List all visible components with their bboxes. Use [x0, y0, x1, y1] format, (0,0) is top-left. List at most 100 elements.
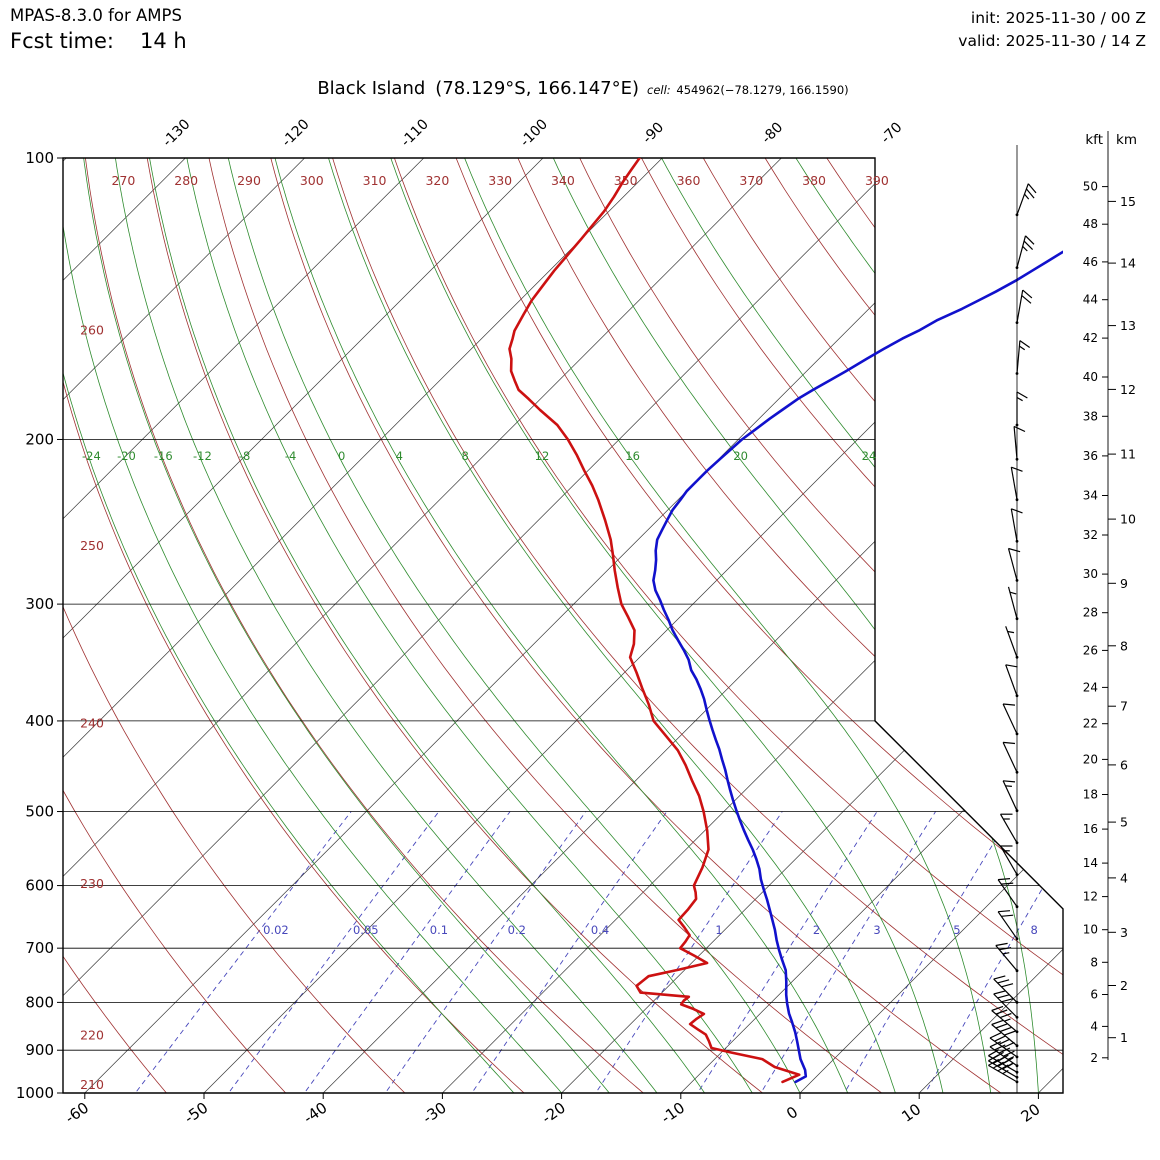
wind-barb-station-dot [1015, 969, 1019, 973]
mixing-ratio-label: 0.1 [430, 923, 448, 937]
temperature-tick-label: -50 [181, 1099, 211, 1128]
wind-barb-half-feather [1009, 591, 1017, 595]
moist-adiabat-labels: -24 -20 -16 -12 -8 -4 0 4 8 12 16 20 24 [82, 449, 876, 463]
wind-barb-staff [993, 993, 1018, 1018]
wind-barb-station-dot [1015, 266, 1019, 269]
wind-barb-staff [988, 1064, 1018, 1083]
dry-adiabat-line [888, 158, 1063, 1093]
wind-barb-feather [995, 942, 1008, 947]
dry-adiabat-label: 360 [677, 173, 701, 188]
pressure-tick-label: 700 [25, 939, 54, 957]
temperature-tick-label: 10 [898, 1100, 924, 1126]
kft-tick-label: 40 [1083, 370, 1098, 384]
forecast-time-value: 14 h [140, 29, 187, 53]
wind-barb-feather [1005, 664, 1018, 668]
wind-barb-staff [1010, 467, 1018, 500]
wind-barb-feather [1011, 466, 1023, 472]
kft-tick-label: 28 [1083, 606, 1098, 620]
wind-barb-station-dot [1015, 579, 1019, 582]
pressure-tick-label: 400 [25, 712, 54, 730]
km-tick-label: 3 [1120, 925, 1128, 940]
wind-barb-feather [1002, 1062, 1014, 1070]
wind-barb-feather [1022, 289, 1033, 299]
dry-adiabat-line [146, 158, 789, 1093]
wind-barb-staff [999, 813, 1018, 844]
mixing-ratio-line [289, 811, 511, 1093]
kft-tick-label: 6 [1090, 988, 1098, 1002]
dry-adiabat-line [764, 158, 1063, 1093]
isotherm-line [84, 158, 1021, 1093]
dry-adiabat-label: 310 [363, 173, 387, 188]
altitude-ruler: kft km24681012141618202224262830323436384… [1083, 131, 1137, 1065]
kft-tick-label: 48 [1083, 217, 1098, 231]
wind-barb-staff [1010, 508, 1018, 542]
dry-adiabat-line [517, 158, 1063, 1093]
init-time: init: 2025-11-30 / 00 Z [970, 9, 1146, 27]
wind-barb-station-dot [1015, 213, 1019, 217]
wind-barb-feather [1004, 1030, 1016, 1036]
km-tick-label: 6 [1120, 757, 1128, 772]
temperature-tick-label: -60 [62, 1099, 92, 1128]
moist-adiabat-line [149, 158, 719, 1093]
km-tick-label: 14 [1120, 256, 1136, 271]
mixing-ratio-line [458, 811, 668, 1093]
kft-tick-label: 16 [1083, 822, 1098, 836]
wind-barb-staff [989, 1046, 1018, 1067]
wind-barb-feather [999, 1012, 1012, 1019]
moist-adiabat-line [328, 158, 902, 1093]
km-tick-label: 8 [1120, 638, 1128, 653]
moist-adiabat-line [552, 158, 1040, 1093]
wind-barb-feather [1016, 391, 1028, 399]
wind-barb-feather [995, 1023, 1008, 1029]
mixing-ratio-line [371, 811, 587, 1093]
isotherm-line [561, 158, 1063, 1093]
kft-tick-label: 42 [1083, 331, 1098, 345]
km-tick-label: 7 [1120, 699, 1128, 714]
wind-barb-staff [1002, 742, 1018, 773]
isotherm-line [918, 158, 1063, 1093]
model-name: MPAS-8.3.0 for AMPS [10, 6, 182, 25]
station-name: Black Island [317, 78, 426, 99]
dry-adiabat-label: 330 [488, 173, 512, 188]
wind-barb-feather [991, 1019, 1004, 1026]
isotherm-line [63, 158, 544, 1093]
pressure-gridlines [63, 158, 1063, 1093]
mixing-ratio-line [832, 811, 1014, 1093]
kft-tick-label: 26 [1083, 643, 1098, 657]
header-right: init: 2025-11-30 / 00 Z valid: 2025-11-3… [958, 7, 1146, 54]
moist-adiabat-line [63, 158, 580, 1093]
wind-barb-feather [1025, 235, 1035, 245]
sounding-profiles [508, 158, 1063, 1084]
mixing-ratio-label: 2 [813, 923, 820, 937]
kft-tick-label: 14 [1083, 856, 1098, 870]
kft-tick-label: 2 [1090, 1051, 1098, 1065]
wind-barb-feather [1027, 183, 1037, 194]
mixing-ratio-lines [120, 811, 1063, 1093]
wind-barb-half-feather [1019, 345, 1026, 351]
dry-adiabat-label: 380 [802, 173, 826, 188]
wind-barb-feather [1003, 741, 1016, 745]
isotherm-line [63, 158, 782, 1093]
temperature-tick-label: -30 [419, 1099, 449, 1128]
plot-border [62, 157, 1064, 1094]
isotherm-line [63, 158, 901, 1093]
dry-adiabat-label: 270 [111, 173, 135, 188]
wind-barb-station-dot [1015, 905, 1019, 909]
wind-barb-feather [1003, 703, 1016, 706]
kft-tick-label: 30 [1083, 567, 1098, 581]
wind-barb-feather [991, 1005, 1004, 1012]
moist-adiabat-label: 16 [625, 449, 640, 463]
wind-barb-staff [1005, 664, 1018, 697]
moist-adiabat-label: 0 [338, 449, 345, 463]
dry-adiabat-label: 280 [174, 173, 198, 188]
wind-barb-station-dot [1015, 1030, 1019, 1034]
wind-barb-feather [997, 979, 1010, 984]
dry-adiabat-label: 210 [80, 1077, 104, 1092]
wind-barb-feather [998, 878, 1011, 881]
station-coords: (78.129°S, 166.147°E) [435, 78, 640, 99]
wind-barb-feather [1023, 240, 1034, 251]
chart-title: Black Island (78.129°S, 166.147°E) cell: 4… [160, 78, 1006, 99]
wind-barb-station-dot [1015, 732, 1019, 736]
pressure-tick-label: 900 [25, 1041, 54, 1059]
wind-barb-feather [998, 1038, 1011, 1045]
